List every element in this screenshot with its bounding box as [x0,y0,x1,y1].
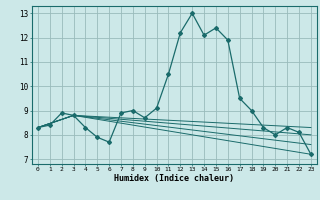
X-axis label: Humidex (Indice chaleur): Humidex (Indice chaleur) [115,174,234,183]
